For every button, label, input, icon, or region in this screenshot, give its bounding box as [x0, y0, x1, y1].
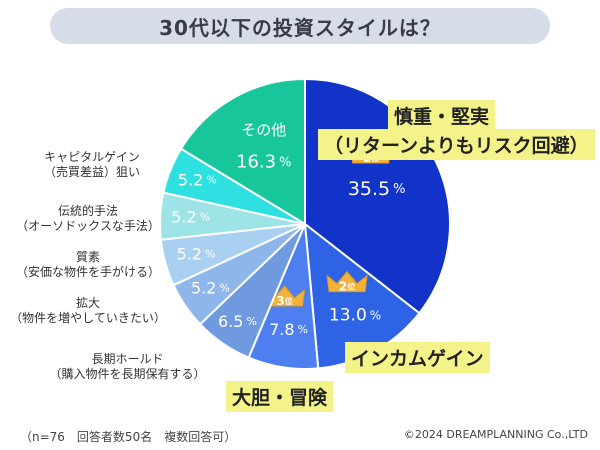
- label-frugal: 質素 （安価な物件を手がける）: [8, 250, 168, 280]
- label-traditional-line1: 伝統的手法: [57, 204, 118, 218]
- value-label-1: 13.0%: [329, 306, 381, 326]
- value-label-6: 5.2%: [171, 207, 210, 226]
- value-label-8: 16.3%: [236, 152, 291, 173]
- label-capital-line2: （売買差益）狙い: [43, 165, 140, 179]
- svg-text:2位: 2位: [339, 279, 355, 293]
- label-frugal-line1: 質素: [75, 250, 100, 264]
- label-expand-line2: （物件を増やしていきたい）: [10, 311, 166, 325]
- label-traditional: 伝統的手法 （オーソドックスな手法）: [8, 204, 168, 234]
- value-label-4: 5.2%: [191, 278, 230, 297]
- label-longhold-line2: （購入物件を長期保有する）: [49, 367, 206, 381]
- label-longhold: 長期ホールド （購入物件を長期保有する）: [45, 352, 210, 382]
- chart-title: 30代以下の投資スタイルは？: [50, 8, 550, 44]
- label-frugal-line2: （安価な物件を手がける）: [15, 265, 160, 279]
- label-other: その他: [241, 121, 286, 139]
- label-cautious-line2: （リターンよりもリスク回避）: [318, 129, 595, 160]
- label-income: インカムゲイン: [345, 342, 490, 373]
- label-cautious-line1: 慎重・堅実: [388, 100, 496, 131]
- value-label-7: 5.2%: [178, 170, 217, 189]
- label-expand: 拡大 （物件を増やしていきたい）: [8, 296, 168, 326]
- pie-slice-8: [179, 77, 306, 226]
- value-label-0: 35.5%: [348, 177, 406, 199]
- footer-note: （n=76 回答者数50名 複数回答可）: [20, 430, 237, 444]
- value-label-5: 5.2%: [177, 244, 216, 263]
- label-capital: キャピタルゲイン （売買差益）狙い: [22, 150, 162, 180]
- label-traditional-line2: （オーソドックスな手法）: [16, 219, 160, 233]
- copyright: ©2024 DREAMPLANNING Co.,LTD: [403, 428, 588, 441]
- svg-text:3位: 3位: [276, 294, 292, 308]
- label-expand-line1: 拡大: [75, 296, 100, 310]
- label-longhold-line1: 長期ホールド: [91, 352, 164, 366]
- value-label-2: 7.8%: [269, 320, 308, 339]
- label-bold: 大胆・冒険: [226, 381, 334, 412]
- value-label-3: 6.5%: [218, 311, 257, 330]
- label-capital-line1: キャピタルゲイン: [44, 150, 140, 164]
- crown-icon-rank-2: 2位: [326, 270, 368, 293]
